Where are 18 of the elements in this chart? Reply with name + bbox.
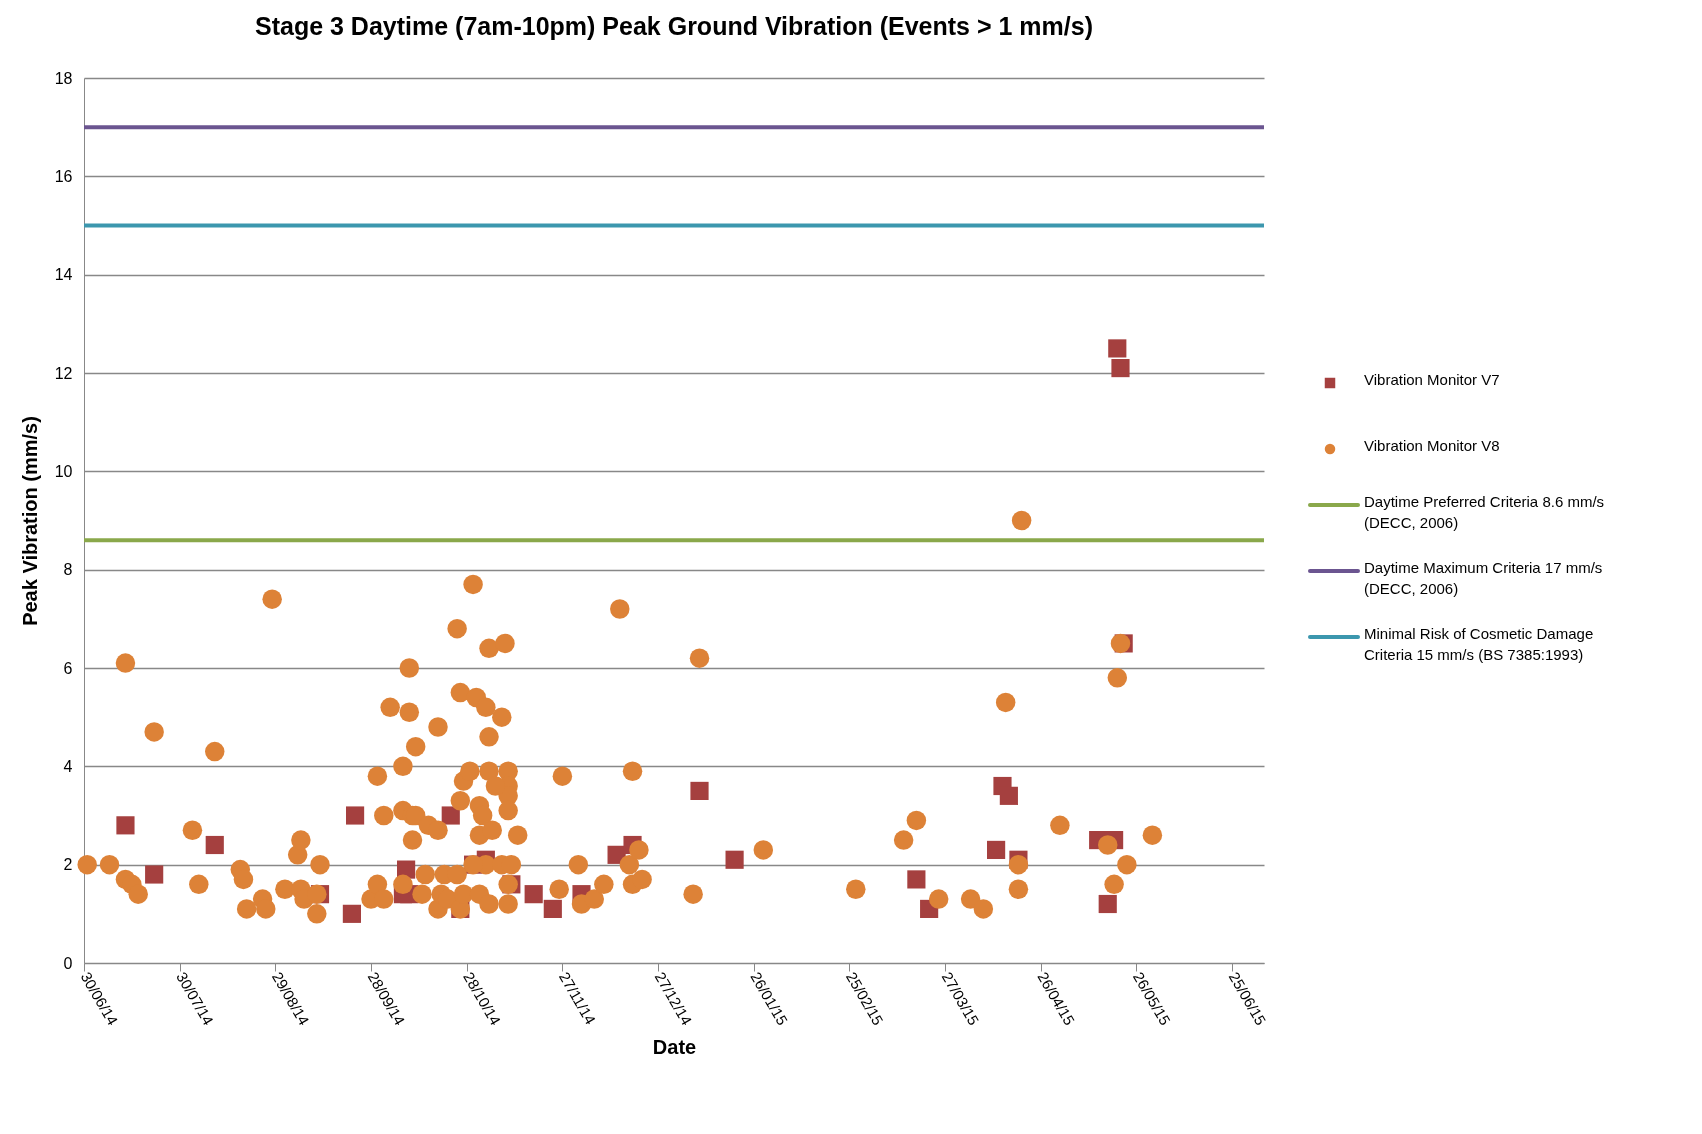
y-axis-title: Peak Vibration (mm/s) xyxy=(18,416,41,626)
legend-label: Daytime Maximum Criteria 17 mm/s (DECC, 2006) xyxy=(1364,559,1603,597)
legend-label: Vibration Monitor V7 xyxy=(1364,371,1500,388)
y-tick-label: 12 xyxy=(54,364,73,382)
y-tick-label: 8 xyxy=(63,561,73,579)
legend-label: Vibration Monitor V8 xyxy=(1364,437,1500,454)
legend-label: Minimal Risk of Cosmetic Damage Criteria 15 mm/s (BS 7385:1993) xyxy=(1364,625,1594,663)
chart-title: Stage 3 Daytime (7am-10pm) Peak Ground Vibration (Events > 1 mm/s) xyxy=(254,12,1094,40)
y-tick-label: 4 xyxy=(63,757,73,775)
y-tick-label: 2 xyxy=(63,856,73,874)
y-tick-label: 18 xyxy=(54,69,73,87)
y-tick-label: 0 xyxy=(63,954,73,972)
y-tick-label: 6 xyxy=(63,659,73,677)
legend-label: Daytime Preferred Criteria 8.6 mm/s (DECC, 2006) xyxy=(1364,493,1605,531)
y-tick-label: 14 xyxy=(54,266,73,284)
y-tick-label: 10 xyxy=(54,462,73,480)
x-axis-title: Date xyxy=(652,1036,697,1059)
y-tick-label: 16 xyxy=(54,167,73,185)
